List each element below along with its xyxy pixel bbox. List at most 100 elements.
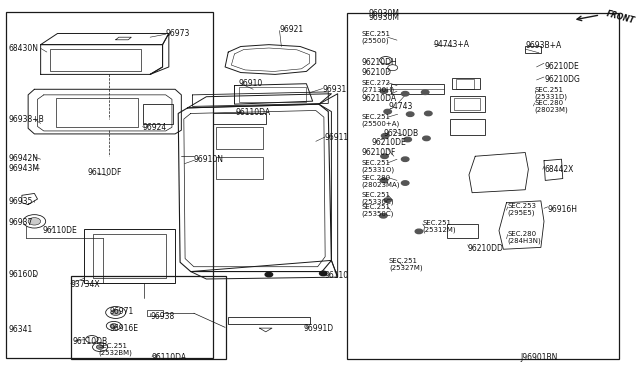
Bar — [239, 87, 307, 102]
Text: 96110DA: 96110DA — [152, 353, 187, 362]
Bar — [143, 104, 173, 124]
Text: 96938+B: 96938+B — [8, 115, 44, 124]
Text: 96110DB: 96110DB — [72, 337, 108, 346]
Bar — [454, 98, 480, 110]
Circle shape — [380, 214, 387, 218]
Text: 96210DH: 96210DH — [362, 58, 397, 67]
Text: 96910N: 96910N — [194, 155, 224, 164]
Text: 96916H: 96916H — [548, 205, 578, 214]
Text: J96901BN: J96901BN — [520, 353, 557, 362]
Bar — [212, 113, 266, 124]
Circle shape — [384, 198, 392, 202]
Bar — [450, 96, 484, 112]
Text: 96935: 96935 — [8, 197, 33, 206]
Text: 96210DA: 96210DA — [362, 94, 397, 103]
Text: 96916E: 96916E — [109, 324, 138, 333]
Text: 96971: 96971 — [109, 307, 134, 316]
Circle shape — [381, 134, 389, 138]
Circle shape — [380, 57, 392, 64]
Text: 96937: 96937 — [8, 218, 33, 227]
Text: 94743: 94743 — [389, 102, 413, 110]
Text: SEC.251
(25500): SEC.251 (25500) — [362, 31, 390, 44]
Text: SEC.251
(25500+A): SEC.251 (25500+A) — [362, 114, 399, 127]
Text: SEC.272
(27130H): SEC.272 (27130H) — [362, 80, 394, 93]
Bar — [6, 12, 212, 358]
Circle shape — [23, 215, 45, 228]
Circle shape — [106, 307, 125, 318]
Bar — [216, 127, 262, 149]
Text: SEC.251
(25330C): SEC.251 (25330C) — [362, 192, 394, 205]
Text: SEC.251
(2532BM): SEC.251 (2532BM) — [99, 343, 132, 356]
Text: 96943M: 96943M — [8, 164, 39, 173]
Bar — [525, 46, 541, 53]
Circle shape — [401, 157, 409, 161]
Text: 96110: 96110 — [324, 271, 349, 280]
Bar — [147, 310, 163, 316]
Text: 96942N: 96942N — [8, 154, 38, 163]
Text: SEC.253
(295E5): SEC.253 (295E5) — [508, 203, 537, 216]
Text: 68442X: 68442X — [544, 165, 573, 174]
Circle shape — [384, 109, 392, 114]
Bar — [450, 119, 484, 135]
Text: 96931: 96931 — [323, 85, 347, 94]
Text: FRONT: FRONT — [605, 9, 636, 25]
Circle shape — [401, 92, 409, 96]
Circle shape — [380, 178, 388, 183]
Circle shape — [380, 89, 388, 93]
Bar — [50, 49, 141, 71]
Text: 96991D: 96991D — [304, 324, 334, 333]
Circle shape — [415, 229, 422, 234]
Text: 96210DD: 96210DD — [468, 244, 504, 253]
Circle shape — [381, 154, 388, 158]
Text: 96210DE: 96210DE — [371, 138, 406, 147]
Text: 96921: 96921 — [280, 25, 303, 34]
Circle shape — [319, 271, 327, 276]
Circle shape — [111, 310, 121, 315]
Text: SEC.251
(25350C): SEC.251 (25350C) — [362, 204, 394, 217]
Text: 96924: 96924 — [143, 123, 167, 132]
Text: 96110DA: 96110DA — [235, 108, 270, 117]
Text: SEC.280
(28023MA): SEC.280 (28023MA) — [362, 175, 400, 187]
Text: SEC.251
(25327M): SEC.251 (25327M) — [389, 258, 422, 270]
Text: 68430N: 68430N — [8, 44, 38, 53]
Bar — [70, 276, 226, 359]
Bar — [228, 317, 310, 324]
Circle shape — [96, 345, 104, 349]
Circle shape — [106, 321, 122, 330]
Text: 96210DG: 96210DG — [544, 76, 580, 84]
Bar — [216, 157, 262, 179]
Bar — [56, 98, 138, 127]
Text: 96341: 96341 — [8, 325, 33, 334]
Circle shape — [265, 272, 273, 277]
Circle shape — [404, 137, 412, 142]
Bar — [93, 234, 166, 278]
Circle shape — [28, 218, 41, 225]
Text: SEC.251
(25331D): SEC.251 (25331D) — [534, 87, 568, 99]
Text: SEC.280
(284H3N): SEC.280 (284H3N) — [508, 231, 541, 244]
Text: 96930M: 96930M — [369, 9, 400, 17]
Text: 9693B+A: 9693B+A — [525, 41, 561, 50]
Text: 93734X: 93734X — [70, 280, 100, 289]
Text: 96210DE: 96210DE — [544, 62, 579, 71]
Text: SEC.251
(25331O): SEC.251 (25331O) — [362, 160, 394, 173]
Text: 96160D: 96160D — [8, 270, 38, 279]
Circle shape — [110, 324, 118, 328]
Text: 96110DE: 96110DE — [42, 226, 77, 235]
Text: 96910: 96910 — [239, 79, 263, 88]
Text: 96973: 96973 — [166, 29, 190, 38]
Text: 96110DF: 96110DF — [88, 169, 122, 177]
Circle shape — [424, 111, 432, 116]
Circle shape — [401, 181, 409, 185]
Text: 94743+A: 94743+A — [433, 40, 469, 49]
Text: 96210DB: 96210DB — [383, 129, 419, 138]
Circle shape — [86, 336, 98, 343]
Text: 96930M: 96930M — [369, 13, 400, 22]
Circle shape — [388, 65, 397, 71]
Text: SEC.280
(28023M): SEC.280 (28023M) — [534, 100, 568, 112]
Bar — [447, 224, 478, 238]
Circle shape — [406, 112, 414, 116]
Text: SEC.251
(25312M): SEC.251 (25312M) — [422, 221, 456, 233]
Bar — [452, 78, 480, 89]
Text: 96210D: 96210D — [362, 68, 392, 77]
Bar — [456, 79, 474, 89]
